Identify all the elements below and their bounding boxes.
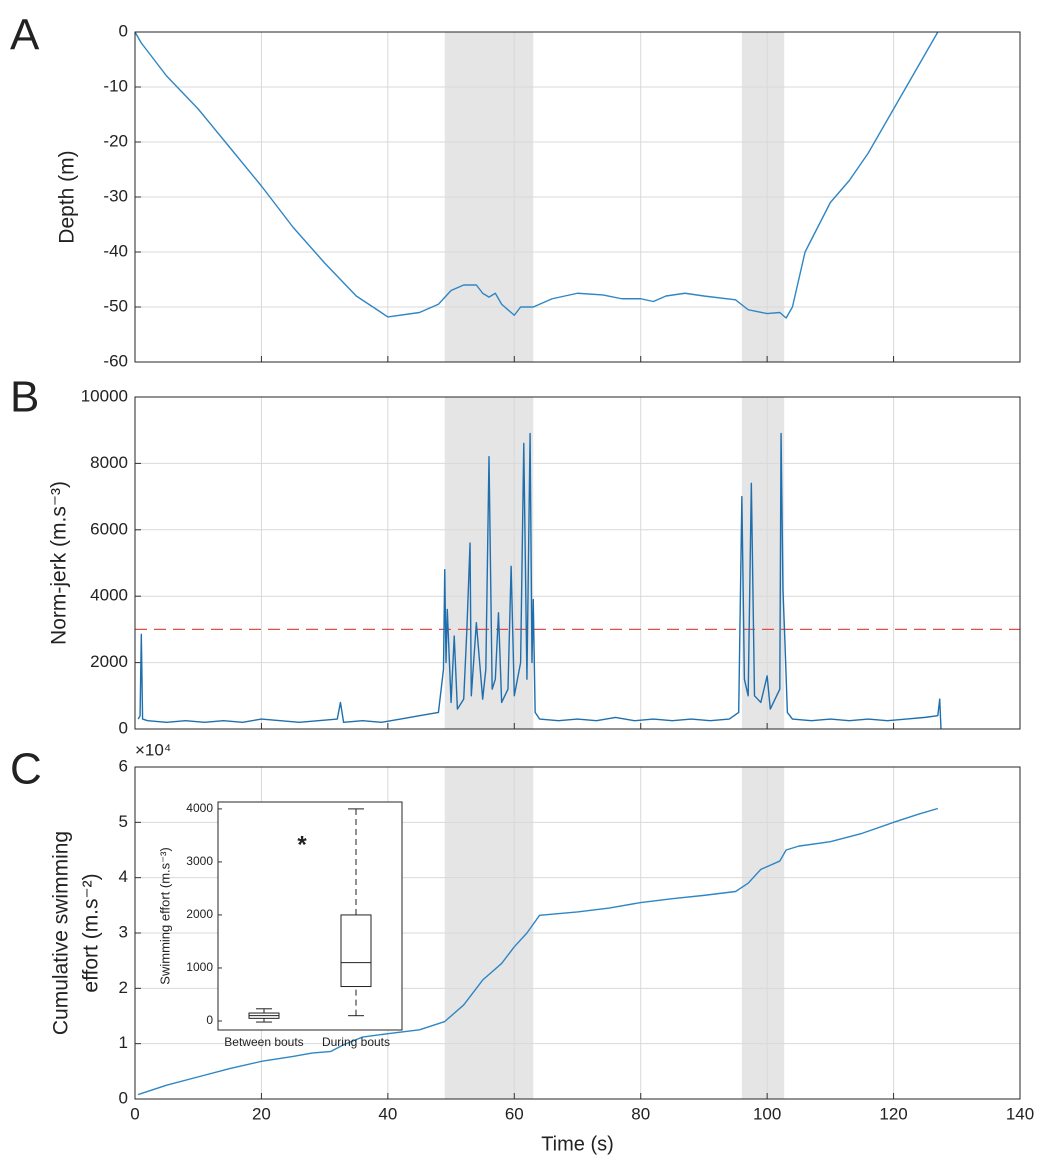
panel-letter: A (10, 11, 40, 60)
y-tick-label: 8000 (90, 453, 128, 472)
y-tick-label: 0 (119, 21, 128, 40)
axes-box (134, 766, 1021, 1100)
y-axis-label: Cumulative swimming (50, 831, 73, 1035)
y-tick-label: -60 (103, 351, 128, 370)
y-tick-label: 2 (119, 978, 128, 997)
x-tick-label: 40 (378, 1104, 397, 1123)
x-axis-label: Time (s) (541, 1133, 614, 1155)
x-tick-label: 60 (505, 1104, 524, 1123)
y-tick-label: 6 (119, 756, 128, 775)
data-line (137, 807, 939, 1096)
y-tick-label: 1 (119, 1033, 128, 1052)
x-tick-label: Between bouts (224, 1035, 303, 1049)
y-tick-label: 4000 (90, 586, 128, 605)
y-tick-label: 2000 (90, 652, 128, 671)
inset-background (217, 801, 403, 1031)
data-line (137, 432, 942, 730)
y-axis-label: effort (m.s⁻²) (80, 873, 103, 992)
x-tick-label: 20 (252, 1104, 271, 1123)
y-tick-label: 6000 (90, 519, 128, 538)
y-tick-label: 10000 (81, 386, 128, 405)
y-tick-label: -20 (103, 131, 128, 150)
y-tick-label: 0 (119, 1088, 128, 1107)
data-line (134, 31, 939, 319)
y-tick-label: 3 (119, 922, 128, 941)
x-tick-label: 120 (879, 1104, 907, 1123)
y-axis-label: Swimming effort (m.s⁻³) (157, 847, 172, 984)
y-tick-label: 5 (119, 812, 128, 831)
y-tick-label: 2000 (186, 907, 213, 921)
y-tick-label: -50 (103, 296, 128, 315)
panel-letter: B (10, 373, 39, 422)
y-tick-label: 0 (119, 718, 128, 737)
y-tick-label: -30 (103, 186, 128, 205)
axes-box (134, 396, 1021, 730)
x-tick-label: 80 (631, 1104, 650, 1123)
x-tick-label: During bouts (322, 1035, 390, 1049)
shaded-span (444, 397, 534, 729)
x-tick-label: 100 (753, 1104, 781, 1123)
axes-box (134, 31, 1021, 363)
y-tick-label: 1000 (186, 960, 213, 974)
y-tick-label: -40 (103, 241, 128, 260)
y-tick-label: 3000 (186, 854, 213, 868)
x-tick-label: 0 (130, 1104, 139, 1123)
y-tick-label: 0 (206, 1013, 213, 1027)
y-axis-label: Depth (m) (56, 150, 79, 243)
y-tick-label: 4000 (186, 801, 213, 815)
x-tick-label: 140 (1006, 1104, 1034, 1123)
y-tick-label: 4 (119, 867, 128, 886)
y-tick-label: -10 (103, 76, 128, 95)
box (340, 914, 372, 988)
significance-mark: * (297, 831, 307, 858)
y-axis-label: Norm-jerk (m.s⁻³) (48, 481, 71, 645)
panel-letter: C (10, 745, 42, 794)
y-exponent-label: ×10⁴ (135, 740, 171, 759)
